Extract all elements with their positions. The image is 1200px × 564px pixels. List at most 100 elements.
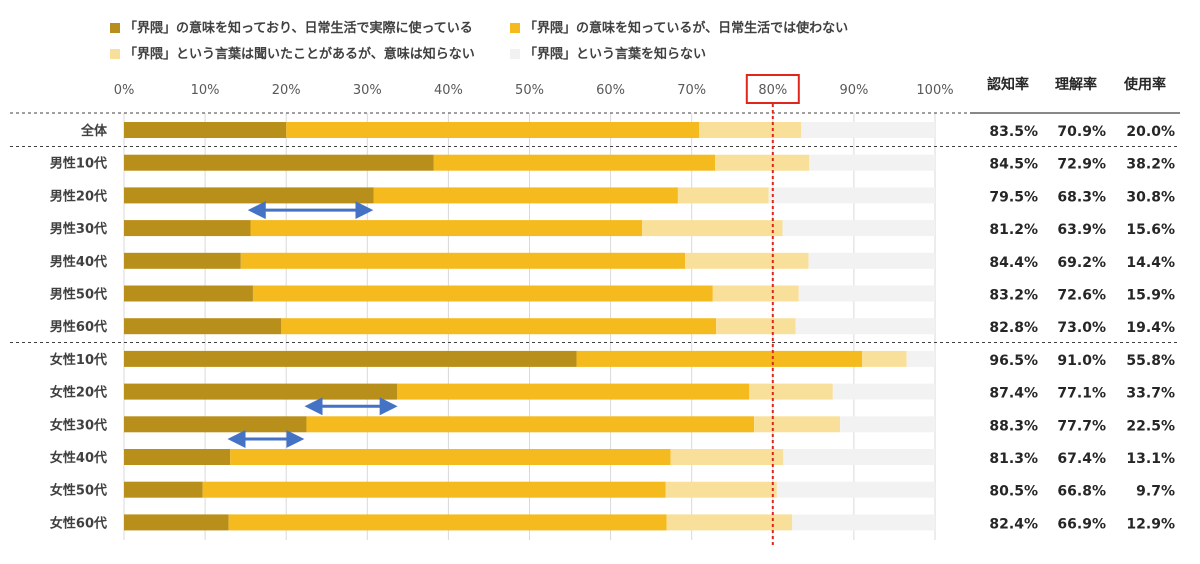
table-cell-1-1: 83.5% [989, 124, 1038, 140]
bar-4-series-4 [782, 220, 935, 237]
x-tick-label-10: 100% [916, 83, 953, 98]
bar-2-series-2 [433, 154, 716, 171]
bar-2-series-1 [124, 154, 434, 171]
bar-5-series-2 [240, 252, 686, 269]
table-cell-6-1: 83.2% [989, 288, 1038, 304]
legend: 「界隈」の意味を知っており、日常生活で実際に使っている 「界隈」の意味を知っている… [110, 20, 848, 62]
category-label-13: 女性60代 [50, 515, 107, 531]
table-header-1: 認知率 [987, 76, 1029, 93]
bar-6-series-2 [252, 285, 713, 302]
bar-2-series-3 [715, 154, 810, 171]
bar-9-series-1 [124, 383, 398, 400]
table-cell-12-3: 9.7% [1136, 484, 1175, 500]
bar-11-series-2 [230, 449, 671, 465]
table-cell-5-2: 69.2% [1057, 255, 1106, 271]
x-tick-label-1: 10% [191, 83, 220, 98]
bar-12-series-2 [202, 481, 666, 498]
table-cell-11-1: 81.3% [989, 451, 1038, 467]
legend-swatch-1 [110, 23, 120, 33]
bar-5-series-4 [808, 252, 935, 269]
bar-13-series-4 [792, 514, 935, 531]
x-tick-label-8: 80% [758, 83, 787, 98]
bar-1-series-2 [286, 122, 699, 138]
bar-7-series-3 [716, 318, 796, 335]
table-cell-2-1: 84.5% [989, 157, 1038, 173]
category-label-11: 女性40代 [50, 450, 107, 466]
table-cell-10-2: 77.7% [1057, 418, 1106, 434]
legend-label-4: 「界隈」という言葉を知らない [524, 46, 706, 62]
annotation-arrows [227, 201, 398, 448]
bar-12-series-4 [776, 481, 935, 498]
bar-8-series-3 [862, 350, 907, 367]
bars [124, 122, 935, 531]
category-label-5: 男性40代 [50, 254, 107, 270]
bar-1-series-4 [801, 122, 935, 138]
x-tick-label-2: 20% [272, 83, 301, 98]
table-cell-6-2: 72.6% [1057, 288, 1106, 304]
table-cell-8-1: 96.5% [989, 353, 1038, 369]
table-cell-9-3: 33.7% [1126, 386, 1175, 402]
table-cell-5-1: 84.4% [989, 255, 1038, 271]
group-separators [10, 112, 1180, 343]
bar-9-series-2 [397, 383, 750, 400]
table-cell-9-1: 87.4% [989, 386, 1038, 402]
bar-8-series-1 [124, 350, 577, 367]
bar-10-series-4 [840, 416, 935, 433]
bar-10-series-2 [306, 416, 755, 433]
bar-3-series-3 [677, 187, 769, 204]
bar-9-series-3 [749, 383, 833, 400]
bar-7-series-1 [124, 318, 282, 335]
bar-12-series-3 [665, 481, 777, 498]
table-cell-8-2: 91.0% [1057, 353, 1106, 369]
bar-3-series-1 [124, 187, 374, 204]
table-header-2: 理解率 [1055, 76, 1097, 93]
table-cell-3-2: 68.3% [1057, 189, 1106, 205]
bar-12-series-1 [124, 481, 203, 498]
category-label-7: 男性60代 [50, 319, 107, 335]
table-cell-13-1: 82.4% [989, 516, 1038, 532]
table-cell-11-2: 67.4% [1057, 451, 1106, 467]
category-labels: 全体男性10代男性20代男性30代男性40代男性50代男性60代女性10代女性2… [50, 123, 108, 531]
legend-swatch-3 [110, 49, 120, 59]
table-cell-7-3: 19.4% [1126, 320, 1175, 336]
table-cell-3-3: 30.8% [1126, 189, 1175, 205]
category-label-9: 女性20代 [50, 385, 107, 401]
table-cell-12-2: 66.8% [1057, 484, 1106, 500]
bar-4-series-1 [124, 220, 251, 237]
x-tick-label-9: 90% [839, 83, 868, 98]
table-cell-7-2: 73.0% [1057, 320, 1106, 336]
legend-label-3: 「界隈」という言葉は聞いたことがあるが、意味は知らない [124, 46, 475, 62]
table-cell-9-2: 77.1% [1057, 386, 1106, 402]
x-axis-ticks: 0% 10% 20% 30% 40% 50% 60% 70% 80% 90% 100% [114, 74, 954, 104]
bar-8-series-4 [906, 350, 935, 367]
x-tick-label-7: 70% [677, 83, 706, 98]
bar-10-series-3 [754, 416, 841, 433]
bar-1-series-3 [698, 122, 802, 138]
bar-10-series-1 [124, 416, 307, 433]
category-label-10: 女性30代 [50, 417, 107, 433]
bar-4-series-2 [250, 220, 643, 237]
bar-4-series-3 [642, 220, 783, 237]
category-label-8: 女性10代 [50, 352, 107, 368]
table-cell-1-3: 20.0% [1126, 124, 1175, 140]
category-label-1: 全体 [80, 123, 108, 139]
table-cell-7-1: 82.8% [989, 320, 1038, 336]
x-tick-label-5: 50% [515, 83, 544, 98]
bar-9-series-4 [832, 383, 935, 400]
table-cell-13-2: 66.9% [1057, 516, 1106, 532]
table-cell-4-3: 15.6% [1126, 222, 1175, 238]
table-cell-10-1: 88.3% [989, 418, 1038, 434]
table-header-3: 使用率 [1123, 76, 1166, 93]
table-cell-4-2: 63.9% [1057, 222, 1106, 238]
legend-swatch-4 [510, 49, 520, 59]
bar-6-series-1 [124, 285, 253, 302]
bar-8-series-2 [576, 350, 863, 367]
category-label-4: 男性30代 [50, 221, 107, 237]
highlight-tick-box [745, 74, 800, 104]
x-tick-label-4: 40% [434, 83, 463, 98]
bar-7-series-2 [281, 318, 717, 335]
bar-7-series-4 [795, 318, 935, 335]
rate-table: 認知率 理解率 使用率 83.5% 70.9% 20.0% 84.5% 72.9% 38.2% 7… [970, 76, 1180, 532]
table-cell-10-3: 22.5% [1126, 418, 1175, 434]
table-cell-4-1: 81.2% [989, 222, 1038, 238]
